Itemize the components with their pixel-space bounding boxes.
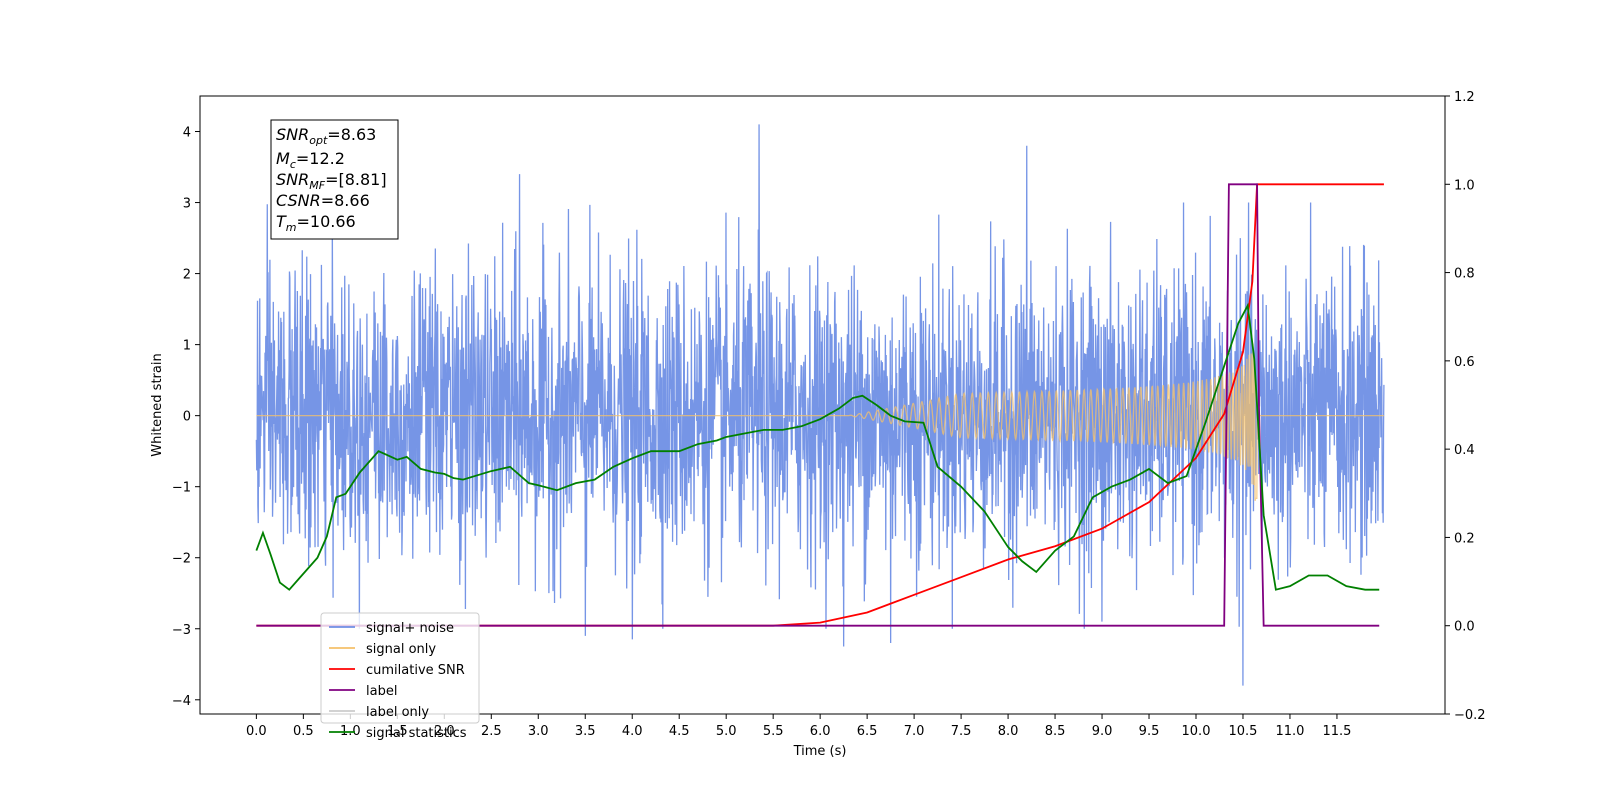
annotation-line: Mc=12.2 (276, 149, 345, 171)
plot-frame (199, 95, 1446, 715)
x-tick-label: 4.5 (669, 724, 690, 739)
legend-label: label only (366, 705, 429, 720)
y-axis-right: −0.2 0.0 0.2 0.4 0.6 0.8 1.0 1.2 (1445, 90, 1486, 723)
series-label (256, 183, 1380, 627)
x-tick-label: 9.5 (1139, 724, 1160, 739)
y-tick-label-left: −2 (172, 552, 191, 567)
series-cumulative-snr (256, 183, 1384, 627)
x-tick-label: 2.5 (481, 724, 502, 739)
x-tick-label: 6.0 (810, 724, 831, 739)
legend-label: signal statistics (366, 726, 467, 741)
x-tick-label: 9.0 (1092, 724, 1113, 739)
series-layer (255, 124, 1385, 686)
x-tick-label: 0.5 (293, 724, 314, 739)
x-tick-label: 3.5 (575, 724, 596, 739)
x-tick-label: 1.5 (387, 724, 408, 739)
y-tick-label-left: −4 (172, 694, 191, 709)
y-tick-label-right: 0.2 (1454, 531, 1475, 546)
y-tick-label-right: 0.8 (1454, 267, 1475, 282)
x-tick-label: 7.0 (904, 724, 925, 739)
legend-label: signal only (366, 642, 436, 657)
y-tick-label-left: 3 (183, 197, 191, 212)
x-tick-label: 5.0 (716, 724, 737, 739)
annotation-line: Tm=10.66 (276, 212, 356, 234)
x-tick-label: 11.5 (1322, 724, 1351, 739)
x-tick-label: 6.5 (857, 724, 878, 739)
y-tick-label-left: 1 (183, 339, 191, 354)
x-tick-label: 8.0 (998, 724, 1019, 739)
series-signal-statistics (255, 302, 1380, 591)
x-tick-label: 2.0 (434, 724, 455, 739)
x-tick-label: 7.5 (951, 724, 972, 739)
legend-label: cumilative SNR (366, 663, 465, 678)
x-axis: 0.0 0.5 1.0 1.5 2.0 2.5 3.0 3.5 4.0 4.5 5.0 5.5 6.0 6… (246, 714, 1351, 739)
y-tick-label-left: 2 (183, 268, 191, 283)
y-tick-label-left: 4 (183, 126, 191, 141)
legend: signal+ noise signal only cumilative SNR la… (320, 612, 480, 741)
x-tick-label: 10.0 (1182, 724, 1211, 739)
x-tick-label: 4.0 (622, 724, 643, 739)
y-tick-label-right: 0.0 (1454, 620, 1475, 635)
x-tick-label: 10.5 (1229, 724, 1258, 739)
x-axis-label: Time (s) (793, 744, 847, 759)
y-tick-label-right: 1.0 (1454, 178, 1475, 193)
y-tick-label-left: −3 (172, 623, 191, 638)
y-tick-label-right: 0.4 (1454, 443, 1475, 458)
series-signal-noise (255, 124, 1385, 686)
y-axis-label: Whitened strain (150, 353, 165, 456)
y-tick-label-right: 0.6 (1454, 355, 1475, 370)
y-tick-label-left: 0 (183, 410, 191, 425)
x-tick-label: 11.0 (1275, 724, 1304, 739)
annotation-line: SNRopt=8.63 (276, 125, 376, 147)
y-tick-label-right: 1.2 (1454, 90, 1475, 105)
x-tick-label: 5.5 (763, 724, 784, 739)
legend-label: signal+ noise (366, 621, 454, 636)
y-axis-left: −4 −3 −2 −1 0 1 2 3 4 (172, 126, 200, 709)
x-tick-label: 0.0 (246, 724, 267, 739)
y-tick-label-left: −1 (172, 481, 191, 496)
y-tick-label-right: −0.2 (1454, 708, 1486, 723)
annotation-line: SNRMF=[8.81] (276, 170, 387, 192)
legend-label: label (366, 684, 397, 699)
series-signal-only (256, 343, 1384, 502)
x-tick-label: 8.5 (1045, 724, 1066, 739)
annotation-line: CSNR=8.66 (276, 191, 370, 210)
x-tick-label: 3.0 (528, 724, 549, 739)
